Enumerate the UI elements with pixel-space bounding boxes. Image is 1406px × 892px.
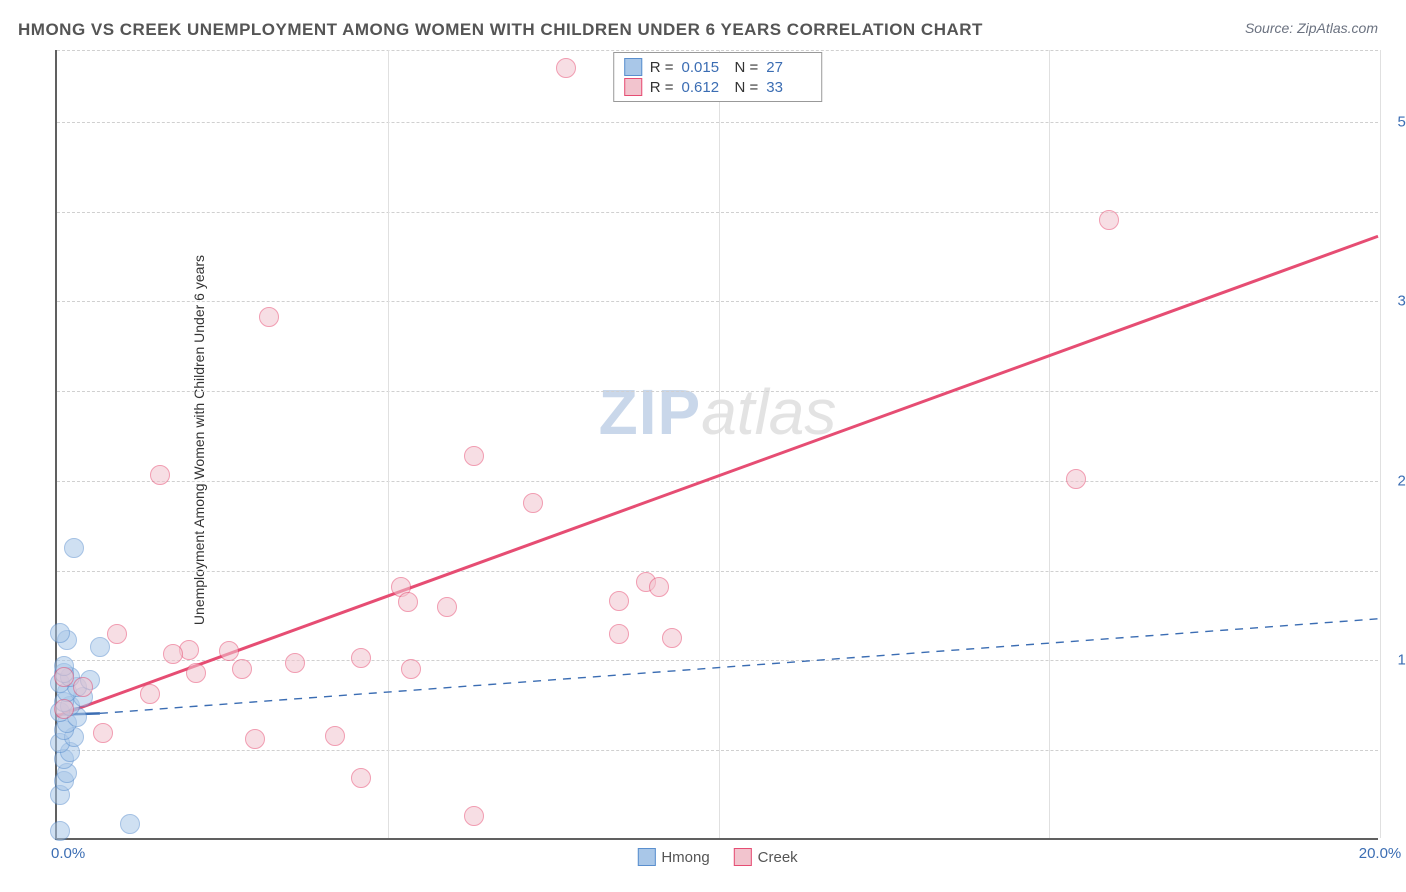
data-point bbox=[285, 653, 305, 673]
y-tick-label: 37.5% bbox=[1397, 293, 1406, 310]
y-tick-label: 25.0% bbox=[1397, 472, 1406, 489]
legend-label: Hmong bbox=[661, 849, 709, 866]
stat-n-value: 33 bbox=[766, 79, 811, 96]
data-point bbox=[609, 624, 629, 644]
legend-swatch bbox=[734, 848, 752, 866]
data-point bbox=[1099, 210, 1119, 230]
data-point bbox=[120, 814, 140, 834]
watermark-right: atlas bbox=[701, 376, 836, 448]
chart-container: HMONG VS CREEK UNEMPLOYMENT AMONG WOMEN … bbox=[0, 0, 1406, 892]
data-point bbox=[245, 729, 265, 749]
stat-label: N = bbox=[735, 59, 759, 76]
trend-lines bbox=[57, 50, 1378, 838]
data-point bbox=[662, 628, 682, 648]
data-point bbox=[325, 726, 345, 746]
gridline-h bbox=[57, 481, 1378, 482]
legend-swatch bbox=[624, 58, 642, 76]
legend-swatch bbox=[637, 848, 655, 866]
gridline-v bbox=[1380, 50, 1381, 838]
origin-tick-label: 0.0% bbox=[51, 845, 85, 862]
legend-item: Hmong bbox=[637, 848, 709, 866]
gridline-v bbox=[1049, 50, 1050, 838]
data-point bbox=[437, 597, 457, 617]
data-point bbox=[464, 446, 484, 466]
watermark-left: ZIP bbox=[599, 376, 702, 448]
gridline-h bbox=[57, 122, 1378, 123]
data-point bbox=[556, 58, 576, 78]
y-tick-label: 12.5% bbox=[1397, 652, 1406, 669]
stat-label: R = bbox=[650, 59, 674, 76]
gridline-h bbox=[57, 571, 1378, 572]
gridline-h bbox=[57, 660, 1378, 661]
data-point bbox=[649, 577, 669, 597]
data-point bbox=[351, 768, 371, 788]
data-point bbox=[1066, 469, 1086, 489]
data-point bbox=[464, 806, 484, 826]
data-point bbox=[50, 821, 70, 841]
data-point bbox=[401, 659, 421, 679]
data-point bbox=[351, 648, 371, 668]
gridline-h bbox=[57, 212, 1378, 213]
stat-n-value: 27 bbox=[766, 59, 811, 76]
data-point bbox=[50, 623, 70, 643]
data-point bbox=[523, 493, 543, 513]
x-tick-label: 20.0% bbox=[1359, 845, 1402, 862]
data-point bbox=[259, 307, 279, 327]
stat-label: N = bbox=[735, 79, 759, 96]
data-point bbox=[186, 663, 206, 683]
plot-area: ZIPatlas R =0.015N =27R =0.612N =33 Hmon… bbox=[55, 50, 1378, 840]
gridline-h bbox=[57, 50, 1378, 51]
data-point bbox=[54, 699, 74, 719]
legend: Hmong Creek bbox=[637, 848, 797, 866]
data-point bbox=[163, 644, 183, 664]
stats-row: R = 0.612 N = 33 bbox=[624, 77, 812, 97]
data-point bbox=[90, 637, 110, 657]
data-point bbox=[140, 684, 160, 704]
data-point bbox=[107, 624, 127, 644]
stats-box: R = 0.015 N = 27 R = 0.612 N = 33 bbox=[613, 52, 823, 102]
gridline-h bbox=[57, 750, 1378, 751]
gridline-h bbox=[57, 301, 1378, 302]
data-point bbox=[73, 677, 93, 697]
gridline-v bbox=[388, 50, 389, 838]
y-tick-label: 50.0% bbox=[1397, 113, 1406, 130]
chart-title: HMONG VS CREEK UNEMPLOYMENT AMONG WOMEN … bbox=[18, 20, 983, 40]
stat-label: R = bbox=[650, 79, 674, 96]
legend-swatch bbox=[624, 78, 642, 96]
stats-row: R = 0.015 N = 27 bbox=[624, 57, 812, 77]
legend-item: Creek bbox=[734, 848, 798, 866]
source-label: Source: ZipAtlas.com bbox=[1245, 20, 1378, 36]
data-point bbox=[93, 723, 113, 743]
data-point bbox=[64, 538, 84, 558]
data-point bbox=[219, 641, 239, 661]
stat-r-value: 0.015 bbox=[682, 59, 727, 76]
data-point bbox=[609, 591, 629, 611]
gridline-h bbox=[57, 391, 1378, 392]
gridline-v bbox=[719, 50, 720, 838]
data-point bbox=[54, 667, 74, 687]
data-point bbox=[150, 465, 170, 485]
legend-label: Creek bbox=[758, 849, 798, 866]
watermark: ZIPatlas bbox=[599, 375, 837, 449]
trend-line bbox=[57, 236, 1378, 716]
data-point bbox=[232, 659, 252, 679]
data-point bbox=[398, 592, 418, 612]
stat-r-value: 0.612 bbox=[682, 79, 727, 96]
